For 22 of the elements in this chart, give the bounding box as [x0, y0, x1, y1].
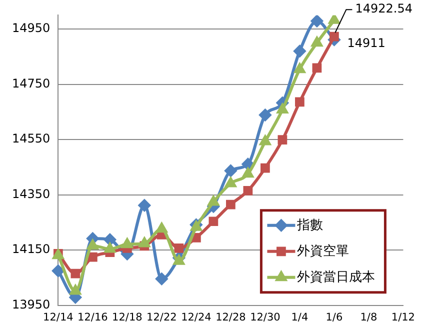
- x-tick-label: 12/30: [250, 311, 280, 324]
- y-tick-label: 14550: [12, 132, 50, 146]
- legend-label: 指數: [296, 218, 324, 233]
- data-label: 14911: [347, 36, 386, 50]
- legend-label: 外資空單: [297, 244, 350, 259]
- x-tick-label: 12/22: [146, 311, 177, 324]
- y-tick-label: 14150: [12, 242, 50, 256]
- x-tick-label: 12/16: [78, 311, 108, 324]
- y-tick-label: 14350: [12, 186, 50, 201]
- x-tick-label: 1/12: [391, 311, 416, 324]
- x-tick-label: 1/8: [360, 311, 378, 324]
- x-tick-label: 1/4: [291, 311, 308, 324]
- y-tick-label: 13950: [12, 298, 50, 312]
- y-tick-label: 14950: [12, 21, 50, 36]
- x-tick-label: 12/28: [216, 311, 246, 324]
- x-tick-label: 12/14: [43, 311, 74, 324]
- legend-label: 外資當日成本: [297, 270, 376, 285]
- x-tick-label: 1/6: [326, 311, 343, 324]
- x-tick-label: 12/24: [181, 311, 212, 324]
- y-tick-label: 14750: [12, 76, 50, 90]
- data-label: 14922.54: [355, 2, 412, 16]
- x-tick-label: 12/18: [112, 311, 142, 324]
